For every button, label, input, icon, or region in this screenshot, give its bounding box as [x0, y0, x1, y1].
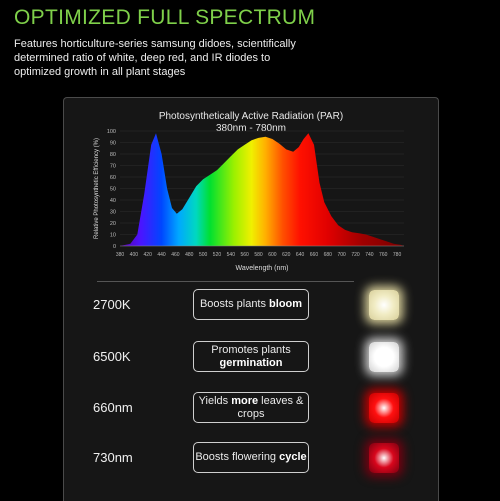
led-swatch-0	[369, 290, 399, 320]
spectrum-area	[120, 133, 404, 246]
x-tick-label: 740	[365, 252, 374, 258]
y-tick-label: 70	[110, 164, 116, 170]
x-tick-label: 580	[254, 252, 263, 258]
benefit-highlight: cycle	[279, 451, 307, 463]
y-tick-label: 20	[110, 221, 116, 227]
x-tick-label: 560	[241, 252, 250, 258]
led-swatch-3	[369, 443, 399, 473]
x-tick-label: 780	[393, 252, 402, 258]
y-tick-label: 80	[110, 152, 116, 158]
y-axis-label: Relative Photosynthetic Efficiency (%)	[94, 138, 100, 239]
y-tick-label: 100	[107, 129, 116, 135]
chart-subtitle: 380nm - 780nm	[215, 123, 287, 134]
x-tick-label: 700	[337, 252, 346, 258]
benefit-highlight: more	[231, 394, 259, 407]
x-tick-label: 500	[199, 252, 208, 258]
x-tick-label: 400	[130, 252, 139, 258]
y-tick-label: 30	[110, 210, 116, 216]
y-tick-label: 90	[110, 141, 116, 147]
y-tick-label: 50	[110, 187, 116, 193]
x-tick-label: 600	[268, 252, 277, 258]
led-swatch-1	[369, 342, 399, 372]
y-tick-label: 40	[110, 198, 116, 204]
chart-title: Photosynthetically Active Radiation (PAR…	[158, 111, 344, 122]
y-tick-label: 10	[110, 233, 116, 239]
benefit-text: Promotes plants germination	[211, 343, 291, 369]
benefit-box-3: Boosts flowering cycle	[193, 442, 309, 473]
x-tick-label: 640	[296, 252, 305, 258]
feature-description: Features horticulture-series samsung did…	[14, 38, 296, 78]
row-label-0: 2700K	[93, 297, 131, 312]
x-tick-label: 540	[227, 252, 236, 258]
benefit-box-2: Yields more leaves & crops	[193, 392, 309, 423]
benefit-text: Boosts plants bloom	[199, 298, 303, 310]
chart-divider	[97, 281, 354, 282]
benefit-box-0: Boosts plants bloom	[193, 289, 309, 320]
x-tick-label: 680	[324, 252, 333, 258]
x-tick-label: 720	[351, 252, 360, 258]
benefit-text: Boosts flowering cycle	[195, 451, 307, 463]
benefit-highlight: germination	[219, 356, 283, 369]
row-label-1: 6500K	[93, 349, 131, 364]
x-tick-label: 420	[144, 252, 153, 258]
x-tick-label: 520	[213, 252, 222, 258]
benefit-box-1: Promotes plants germination	[193, 341, 309, 372]
x-tick-label: 660	[310, 252, 319, 258]
benefit-text: Yields more leaves & crops	[198, 394, 304, 420]
x-tick-label: 380	[116, 252, 125, 258]
page-title: OPTIMIZED FULL SPECTRUM	[14, 6, 316, 29]
par-chart: 0 10 20 30 40 50 60 70 80 90 100 380 400 420 440 460 480…	[94, 129, 404, 272]
y-tick-label: 60	[110, 175, 116, 181]
x-tick-label: 760	[379, 252, 388, 258]
x-tick-label: 440	[157, 252, 166, 258]
led-swatch-2	[369, 393, 399, 423]
benefit-highlight: bloom	[269, 298, 303, 310]
row-label-3: 730nm	[93, 450, 133, 465]
x-axis-label: Wavelength (nm)	[235, 265, 288, 272]
x-tick-label: 620	[282, 252, 291, 258]
y-tick-label: 0	[113, 244, 116, 250]
row-label-2: 660nm	[93, 400, 133, 415]
x-tick-label: 480	[185, 252, 194, 258]
x-tick-label: 460	[171, 252, 180, 258]
